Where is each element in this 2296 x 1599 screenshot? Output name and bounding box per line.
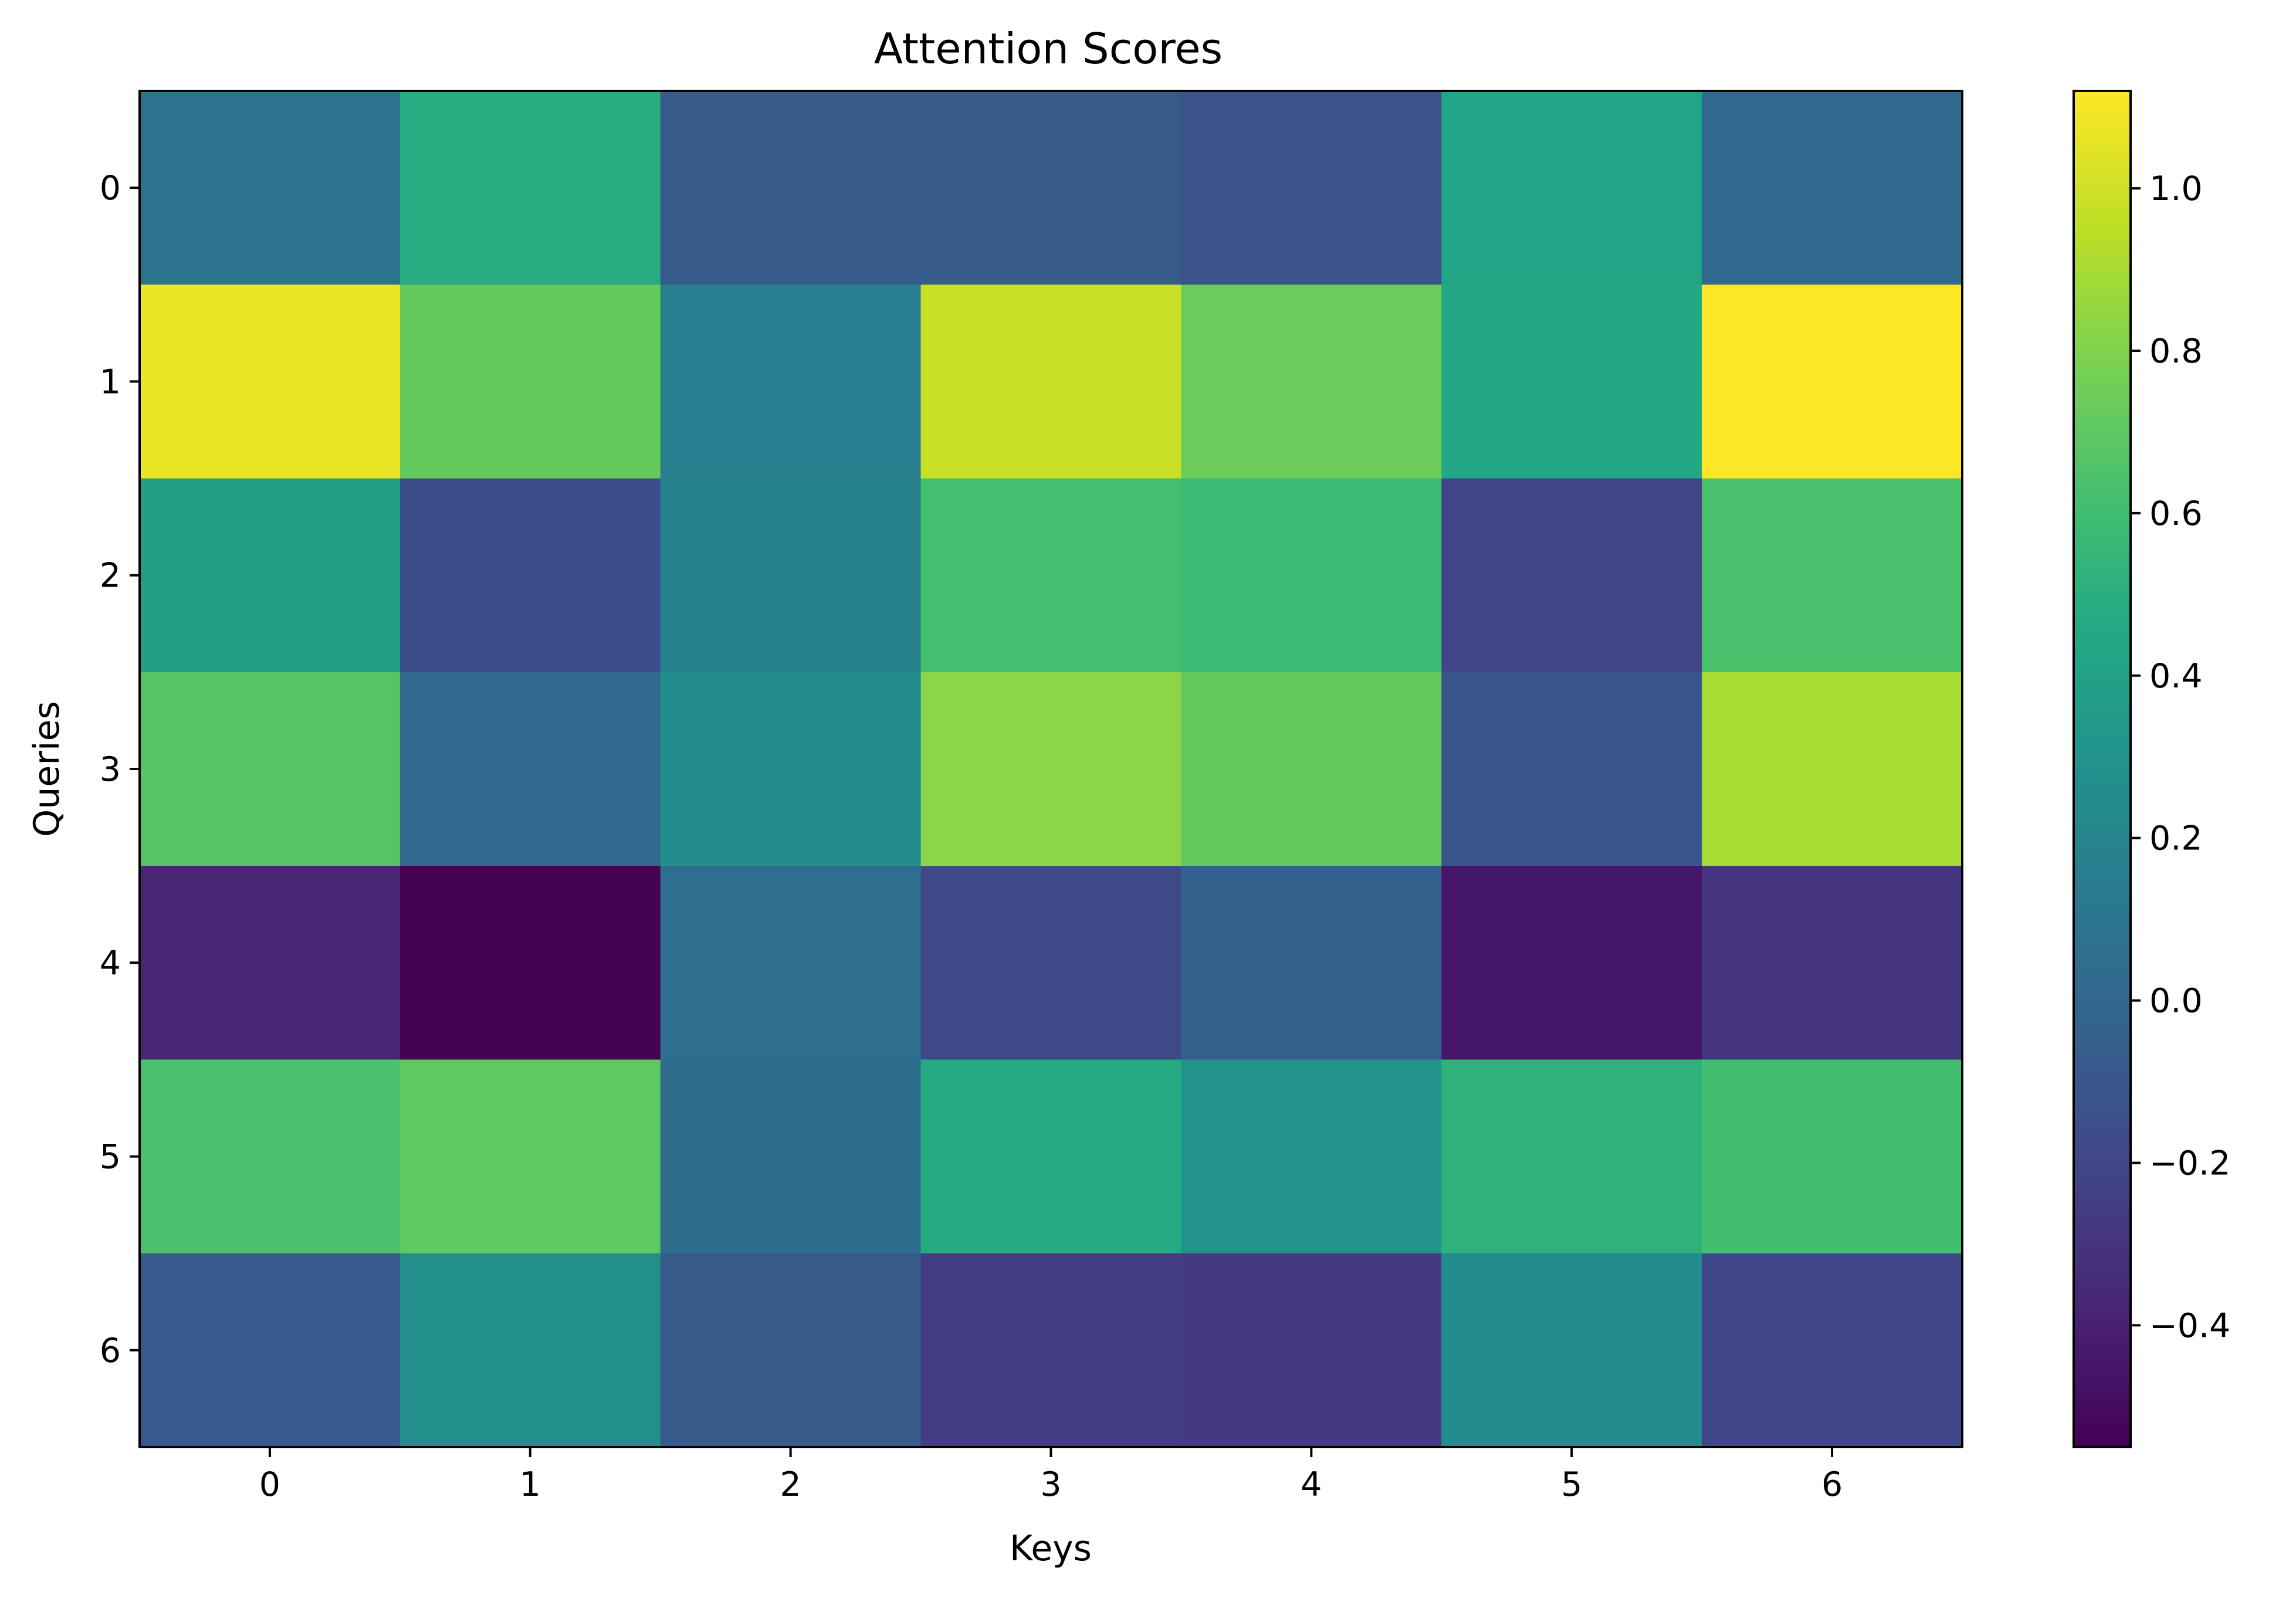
- y-tick-label: 4: [100, 944, 121, 983]
- heatmap-cell-r2-c0: [140, 478, 401, 673]
- heatmap-cell-r3-c6: [1702, 672, 1963, 866]
- heatmap-cell-r4-c1: [399, 866, 661, 1061]
- chart-title: Attention Scores: [874, 24, 1222, 73]
- heatmap-cell-r3-c5: [1441, 672, 1702, 866]
- heatmap-cell-r6-c6: [1702, 1253, 1963, 1448]
- heatmap-cell-r5-c5: [1441, 1059, 1702, 1254]
- heatmap-cell-r4-c0: [140, 866, 401, 1061]
- y-tick-label: 3: [100, 750, 121, 789]
- heatmap-cell-r3-c2: [660, 672, 922, 866]
- heatmap-cell-r5-c6: [1702, 1059, 1963, 1254]
- heatmap-cell-r2-c6: [1702, 478, 1963, 673]
- x-tick-label: 4: [1301, 1465, 1322, 1504]
- heatmap-cell-r2-c3: [920, 478, 1182, 673]
- heatmap-cell-r1-c2: [660, 284, 922, 479]
- colorbar-tick-label: 0.4: [2149, 657, 2203, 696]
- heatmap-cell-r6-c5: [1441, 1253, 1702, 1448]
- colorbar-tick-label: 0.2: [2149, 819, 2203, 858]
- y-tick-label: 0: [100, 169, 121, 208]
- colorbar-tick-label: 0.6: [2149, 494, 2203, 533]
- heatmap-cell-r0-c0: [140, 91, 401, 285]
- heatmap-cell-r2-c2: [660, 478, 922, 673]
- y-tick-label: 6: [100, 1332, 121, 1370]
- heatmap-cell-r5-c2: [660, 1059, 922, 1254]
- y-tick-label: 5: [100, 1138, 121, 1177]
- heatmap-cell-r1-c6: [1702, 284, 1963, 479]
- heatmap-cell-r3-c0: [140, 672, 401, 866]
- heatmap-cell-r1-c1: [399, 284, 661, 479]
- y-tick-label: 1: [100, 363, 121, 401]
- heatmap-cells: [140, 91, 1963, 1448]
- colorbar-tick-label: −0.4: [2149, 1306, 2230, 1345]
- colorbar-frame: [2073, 90, 2132, 1448]
- x-tick-label: 6: [1821, 1465, 1843, 1504]
- colorbar-tick-label: 0.0: [2149, 982, 2203, 1021]
- heatmap-cell-r4-c5: [1441, 866, 1702, 1061]
- heatmap-cell-r3-c4: [1181, 672, 1442, 866]
- x-axis-ticks: 0 1 2 3 4 5 6: [259, 1447, 1843, 1504]
- heatmap-cell-r4-c6: [1702, 866, 1963, 1061]
- heatmap-cell-r1-c5: [1441, 284, 1702, 479]
- heatmap-cell-r0-c6: [1702, 91, 1963, 285]
- heatmap-cell-r6-c0: [140, 1253, 401, 1448]
- colorbar: [2074, 91, 2131, 1447]
- x-axis-label: Keys: [1010, 1528, 1092, 1569]
- x-tick-label: 1: [520, 1465, 541, 1504]
- heatmap-cell-r3-c3: [920, 672, 1182, 866]
- heatmap-cell-r6-c1: [399, 1253, 661, 1448]
- heatmap-cell-r1-c4: [1181, 284, 1442, 479]
- x-tick-label: 5: [1561, 1465, 1582, 1504]
- heatmap-cell-r3-c1: [399, 672, 661, 866]
- heatmap-cell-r5-c0: [140, 1059, 401, 1254]
- colorbar-tick-label: −0.2: [2149, 1144, 2230, 1183]
- heatmap-cell-r1-c3: [920, 284, 1182, 479]
- heatmap-cell-r6-c4: [1181, 1253, 1442, 1448]
- heatmap-cell-r2-c4: [1181, 478, 1442, 673]
- colorbar-tick-label: 1.0: [2149, 170, 2203, 208]
- heatmap-cell-r4-c3: [920, 866, 1182, 1061]
- heatmap-cell-r5-c3: [920, 1059, 1182, 1254]
- heatmap-cell-r1-c0: [140, 284, 401, 479]
- heatmap-cell-r0-c3: [920, 91, 1182, 285]
- x-tick-label: 2: [780, 1465, 801, 1504]
- heatmap-cell-r5-c4: [1181, 1059, 1442, 1254]
- heatmap-cell-r0-c2: [660, 91, 922, 285]
- y-tick-label: 2: [100, 557, 121, 595]
- heatmap-cell-r2-c5: [1441, 478, 1702, 673]
- y-axis-ticks: 0 1 2 3 4 5 6: [100, 169, 140, 1370]
- heatmap-cell-r4-c2: [660, 866, 922, 1061]
- x-tick-label: 0: [259, 1465, 280, 1504]
- heatmap-cell-r0-c1: [399, 91, 661, 285]
- colorbar-tick-label: 0.8: [2149, 332, 2203, 371]
- y-axis-label: Queries: [26, 701, 67, 837]
- heatmap-cell-r0-c5: [1441, 91, 1702, 285]
- heatmap-cell-r0-c4: [1181, 91, 1442, 285]
- heatmap-cell-r2-c1: [399, 478, 661, 673]
- heatmap-cell-r4-c4: [1181, 866, 1442, 1061]
- colorbar-ticks: 1.0 0.8 0.6 0.4 0.2 0.0 −0.2 −0.4: [2131, 170, 2230, 1345]
- heatmap-cell-r6-c2: [660, 1253, 922, 1448]
- heatmap-cell-r5-c1: [399, 1059, 661, 1254]
- heatmap-cell-r6-c3: [920, 1253, 1182, 1448]
- x-tick-label: 3: [1040, 1465, 1061, 1504]
